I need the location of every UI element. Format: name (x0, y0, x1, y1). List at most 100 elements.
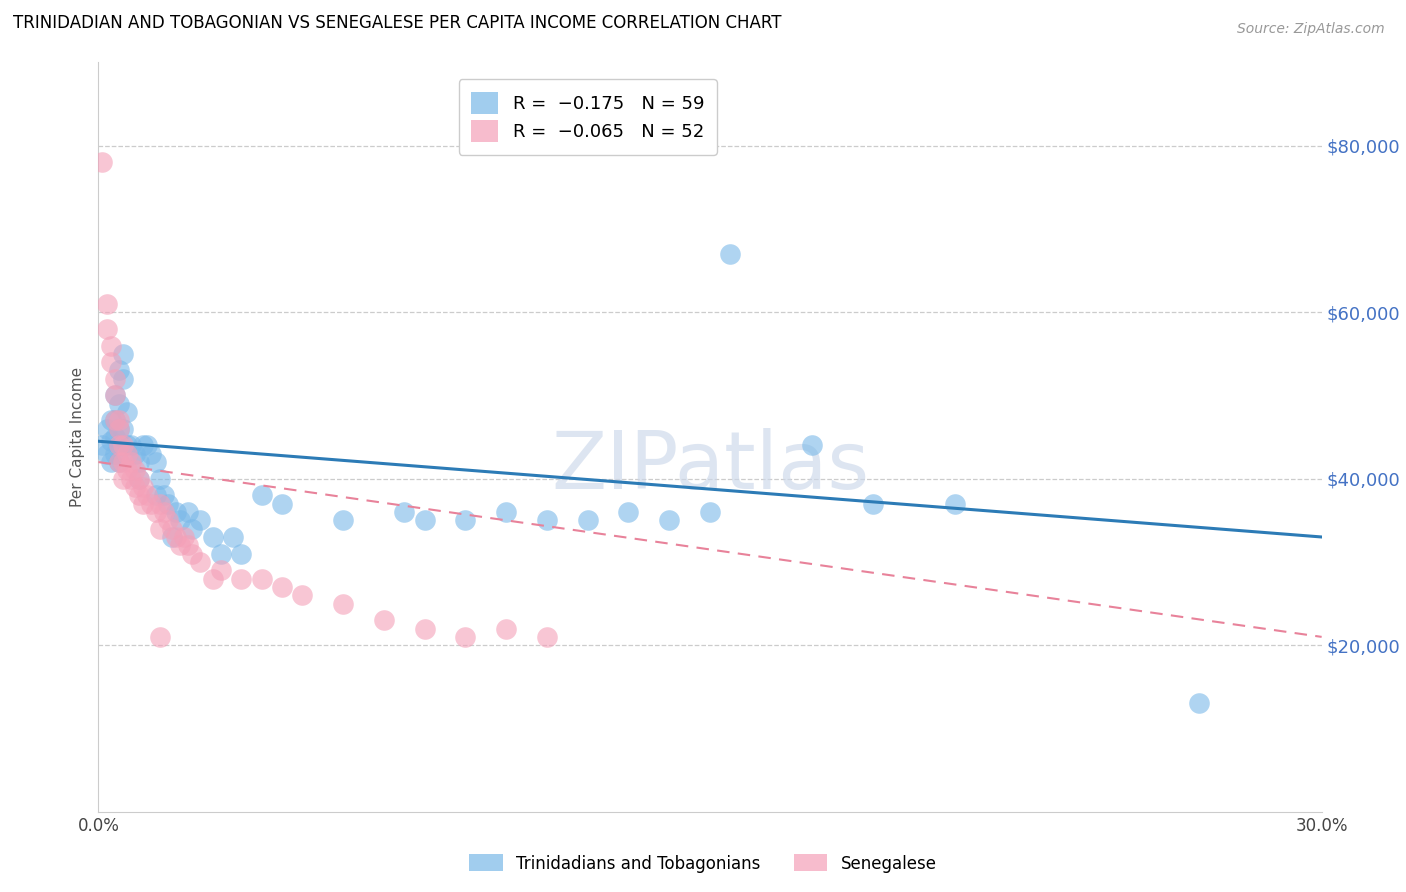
Point (124, 480, 146, 494)
Point (120, 438, 142, 452)
Point (177, 538, 200, 552)
Point (115, 463, 138, 477)
Point (111, 472, 134, 486)
Point (165, 505, 187, 519)
Point (104, 430, 127, 444)
Point (392, 505, 416, 519)
Point (152, 505, 174, 519)
Point (862, 497, 884, 511)
Point (111, 422, 134, 436)
Point (108, 438, 131, 452)
Point (165, 530, 187, 544)
Point (141, 447, 163, 461)
Point (91, 438, 114, 452)
Point (536, 513, 558, 527)
Point (250, 488, 273, 502)
Point (173, 530, 195, 544)
Point (454, 513, 477, 527)
Point (413, 622, 436, 636)
Point (104, 413, 127, 427)
Point (188, 555, 212, 569)
Text: ZIPatlas: ZIPatlas (551, 428, 869, 506)
Point (96, 297, 118, 311)
Point (169, 538, 191, 552)
Point (169, 513, 191, 527)
Point (108, 413, 131, 427)
Point (495, 505, 517, 519)
Y-axis label: Per Capita Income: Per Capita Income (70, 367, 86, 508)
Point (120, 455, 142, 469)
Point (104, 388, 127, 402)
Point (91, 155, 114, 169)
Point (145, 488, 167, 502)
Point (250, 572, 273, 586)
Point (115, 438, 138, 452)
Point (149, 497, 172, 511)
Point (270, 580, 294, 594)
Point (177, 505, 200, 519)
Point (108, 455, 131, 469)
Point (332, 513, 354, 527)
Point (160, 522, 183, 536)
Point (495, 622, 517, 636)
Point (96, 322, 118, 336)
Point (108, 455, 131, 469)
Point (373, 613, 395, 627)
Point (332, 597, 354, 611)
Point (108, 422, 131, 436)
Point (111, 455, 134, 469)
Point (149, 472, 172, 486)
Point (209, 547, 232, 561)
Point (145, 505, 167, 519)
Point (104, 413, 127, 427)
Point (108, 397, 131, 411)
Point (104, 447, 127, 461)
Point (136, 488, 159, 502)
Point (100, 434, 122, 449)
Point (100, 413, 122, 427)
Point (104, 372, 127, 386)
Point (108, 363, 131, 377)
Text: Source: ZipAtlas.com: Source: ZipAtlas.com (1237, 22, 1385, 37)
Point (291, 588, 314, 602)
Point (160, 530, 183, 544)
Legend: Trinidadians and Tobagonians, Senegalese: Trinidadians and Tobagonians, Senegalese (463, 847, 943, 880)
Point (115, 447, 138, 461)
Point (128, 472, 150, 486)
Point (1188, 697, 1211, 711)
Legend: R =  −0.175   N = 59, R =  −0.065   N = 52: R = −0.175 N = 59, R = −0.065 N = 52 (458, 79, 717, 154)
Point (152, 488, 174, 502)
Point (96, 447, 118, 461)
Point (156, 497, 179, 511)
Point (801, 438, 824, 452)
Point (141, 497, 163, 511)
Point (156, 513, 179, 527)
Point (270, 497, 294, 511)
Point (136, 438, 159, 452)
Point (132, 497, 155, 511)
Point (222, 530, 245, 544)
Point (128, 455, 150, 469)
Point (454, 630, 477, 644)
Point (658, 513, 681, 527)
Point (181, 522, 204, 536)
Point (536, 630, 558, 644)
Point (201, 572, 224, 586)
Point (120, 472, 142, 486)
Point (128, 472, 150, 486)
Point (943, 497, 966, 511)
Point (576, 513, 599, 527)
Point (720, 247, 742, 261)
Point (231, 572, 253, 586)
Point (209, 563, 232, 577)
Point (104, 388, 127, 402)
Point (413, 513, 436, 527)
Point (201, 530, 224, 544)
Point (132, 438, 155, 452)
Point (108, 438, 131, 452)
Point (108, 422, 131, 436)
Point (115, 405, 138, 419)
Point (188, 513, 212, 527)
Point (181, 547, 204, 561)
Point (149, 522, 172, 536)
